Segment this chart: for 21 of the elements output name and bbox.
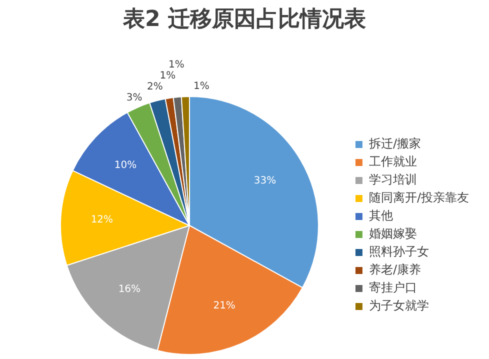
legend-label: 婚姻嫁娶 xyxy=(368,226,417,241)
legend-label: 学习培训 xyxy=(368,172,417,187)
data-label: 2% xyxy=(146,82,163,93)
legend-label: 拆迁/搬家 xyxy=(368,136,422,151)
data-label: 33% xyxy=(254,175,276,186)
legend-label: 随同离开/投亲靠友 xyxy=(368,190,470,205)
data-label: 16% xyxy=(118,284,141,296)
data-label: 1% xyxy=(193,81,210,92)
legend-label: 为子女就学 xyxy=(368,298,429,313)
data-label: 1% xyxy=(160,70,176,82)
legend-label: 照料孙子女 xyxy=(368,244,429,259)
legend-label: 工作就业 xyxy=(368,154,417,169)
data-label: 3% xyxy=(126,92,142,104)
legend-label: 养老/康养 xyxy=(368,262,422,277)
data-label: 12% xyxy=(90,214,114,226)
legend-label: 寄挂户口 xyxy=(368,280,417,295)
data-label: 10% xyxy=(114,160,137,172)
data-label: 1% xyxy=(168,60,184,71)
chart-title: 表2 迁移原因占比情况表 xyxy=(122,6,367,34)
data-label: 21% xyxy=(213,300,236,312)
legend-label: 其他 xyxy=(368,208,393,223)
